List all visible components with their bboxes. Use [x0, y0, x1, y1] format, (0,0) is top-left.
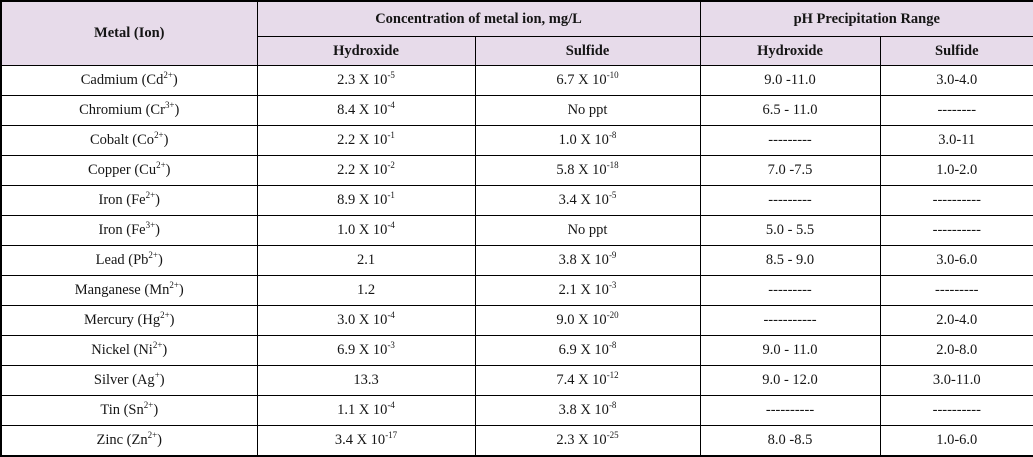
- conc-sulfide-header: Sulfide: [474, 36, 701, 66]
- metal-cell: Copper (Cu2+): [0, 155, 258, 186]
- metal-cell: Lead (Pb2+): [0, 245, 258, 276]
- ph-hydroxide-header: Hydroxide: [699, 36, 881, 66]
- metal-cell: Cadmium (Cd2+): [0, 65, 258, 96]
- conc-hydroxide-cell: 2.3 X 10-5: [256, 65, 476, 96]
- conc-hydroxide-cell: 3.4 X 10-17: [256, 425, 476, 457]
- ph-hydroxide-cell: ---------: [699, 275, 881, 306]
- conc-sulfide-cell: 2.3 X 10-25: [474, 425, 701, 457]
- ph-sulfide-cell: 3.0-4.0: [879, 65, 1033, 96]
- table-row: Lead (Pb2+) 2.1 3.8 X 10-9 8.5 - 9.0 3.0…: [0, 245, 1033, 276]
- table-row: Manganese (Mn2+) 1.2 2.1 X 10-3 --------…: [0, 275, 1033, 306]
- conc-hydroxide-cell: 2.1: [256, 245, 476, 276]
- conc-hydroxide-cell: 1.1 X 10-4: [256, 395, 476, 426]
- metal-cell: Nickel (Ni2+): [0, 335, 258, 366]
- table-row: Chromium (Cr3+) 8.4 X 10-4 No ppt 6.5 - …: [0, 95, 1033, 126]
- metal-cell: Manganese (Mn2+): [0, 275, 258, 306]
- ph-sulfide-header: Sulfide: [879, 36, 1033, 66]
- conc-hydroxide-cell: 2.2 X 10-2: [256, 155, 476, 186]
- table-row: Iron (Fe2+) 8.9 X 10-1 3.4 X 10-5 ------…: [0, 185, 1033, 216]
- ph-hydroxide-cell: 5.0 - 5.5: [699, 215, 881, 246]
- metal-cell: Tin (Sn2+): [0, 395, 258, 426]
- metal-column-header: Metal (Ion): [0, 0, 258, 66]
- ph-sulfide-cell: --------: [879, 95, 1033, 126]
- conc-hydroxide-cell: 1.0 X 10-4: [256, 215, 476, 246]
- conc-sulfide-cell: 6.9 X 10-8: [474, 335, 701, 366]
- conc-sulfide-cell: No ppt: [474, 95, 701, 126]
- ph-hydroxide-cell: -----------: [699, 305, 881, 336]
- table-row: Tin (Sn2+) 1.1 X 10-4 3.8 X 10-8 -------…: [0, 395, 1033, 426]
- ph-sulfide-cell: 3.0-11: [879, 125, 1033, 156]
- table-row: Silver (Ag+) 13.3 7.4 X 10-12 9.0 - 12.0…: [0, 365, 1033, 396]
- ph-sulfide-cell: 2.0-4.0: [879, 305, 1033, 336]
- conc-hydroxide-cell: 3.0 X 10-4: [256, 305, 476, 336]
- ph-sulfide-cell: ----------: [879, 395, 1033, 426]
- conc-sulfide-cell: 5.8 X 10-18: [474, 155, 701, 186]
- table-row: Cobalt (Co2+) 2.2 X 10-1 1.0 X 10-8 ----…: [0, 125, 1033, 156]
- conc-sulfide-cell: 2.1 X 10-3: [474, 275, 701, 306]
- ph-hydroxide-cell: ---------: [699, 125, 881, 156]
- metal-cell: Cobalt (Co2+): [0, 125, 258, 156]
- metal-cell: Zinc (Zn2+): [0, 425, 258, 457]
- conc-sulfide-cell: 3.4 X 10-5: [474, 185, 701, 216]
- table-row: Nickel (Ni2+) 6.9 X 10-3 6.9 X 10-8 9.0 …: [0, 335, 1033, 366]
- table-row: Copper (Cu2+) 2.2 X 10-2 5.8 X 10-18 7.0…: [0, 155, 1033, 186]
- conc-hydroxide-header: Hydroxide: [256, 36, 476, 66]
- ph-sulfide-cell: ---------: [879, 275, 1033, 306]
- conc-hydroxide-cell: 2.2 X 10-1: [256, 125, 476, 156]
- header-group-row: Metal (Ion) Concentration of metal ion, …: [0, 0, 1033, 66]
- conc-hydroxide-cell: 8.9 X 10-1: [256, 185, 476, 216]
- conc-hydroxide-cell: 1.2: [256, 275, 476, 306]
- concentration-group-header: Concentration of metal ion, mg/L: [256, 0, 701, 37]
- table-row: Iron (Fe3+) 1.0 X 10-4 No ppt 5.0 - 5.5 …: [0, 215, 1033, 246]
- ph-group-header: pH Precipitation Range: [699, 0, 1033, 37]
- conc-sulfide-cell: No ppt: [474, 215, 701, 246]
- conc-sulfide-cell: 3.8 X 10-9: [474, 245, 701, 276]
- ph-sulfide-cell: ----------: [879, 185, 1033, 216]
- metal-cell: Iron (Fe2+): [0, 185, 258, 216]
- ph-sulfide-cell: ----------: [879, 215, 1033, 246]
- metal-cell: Chromium (Cr3+): [0, 95, 258, 126]
- ph-hydroxide-cell: 9.0 - 11.0: [699, 335, 881, 366]
- table-row: Cadmium (Cd2+) 2.3 X 10-5 6.7 X 10-10 9.…: [0, 65, 1033, 96]
- metal-cell: Silver (Ag+): [0, 365, 258, 396]
- header-sub-row: Hydroxide Sulfide Hydroxide Sulfide: [1, 36, 1033, 66]
- ph-hydroxide-cell: 6.5 - 11.0: [699, 95, 881, 126]
- ph-sulfide-cell: 3.0-6.0: [879, 245, 1033, 276]
- ph-hydroxide-cell: 9.0 -11.0: [699, 65, 881, 96]
- ph-sulfide-cell: 1.0-6.0: [879, 425, 1033, 457]
- conc-sulfide-cell: 9.0 X 10-20: [474, 305, 701, 336]
- ph-sulfide-cell: 2.0-8.0: [879, 335, 1033, 366]
- metal-cell: Iron (Fe3+): [0, 215, 258, 246]
- conc-sulfide-cell: 1.0 X 10-8: [474, 125, 701, 156]
- ph-hydroxide-cell: 8.5 - 9.0: [699, 245, 881, 276]
- table-body: Cadmium (Cd2+) 2.3 X 10-5 6.7 X 10-10 9.…: [0, 65, 1033, 457]
- conc-hydroxide-cell: 13.3: [256, 365, 476, 396]
- conc-hydroxide-cell: 8.4 X 10-4: [256, 95, 476, 126]
- conc-sulfide-cell: 3.8 X 10-8: [474, 395, 701, 426]
- conc-hydroxide-cell: 6.9 X 10-3: [256, 335, 476, 366]
- conc-sulfide-cell: 6.7 X 10-10: [474, 65, 701, 96]
- ph-sulfide-cell: 3.0-11.0: [879, 365, 1033, 396]
- table-row: Mercury (Hg2+) 3.0 X 10-4 9.0 X 10-20 --…: [0, 305, 1033, 336]
- table-row: Zinc (Zn2+) 3.4 X 10-17 2.3 X 10-25 8.0 …: [0, 425, 1033, 457]
- ph-sulfide-cell: 1.0-2.0: [879, 155, 1033, 186]
- ph-hydroxide-cell: ----------: [699, 395, 881, 426]
- table-header: Metal (Ion) Concentration of metal ion, …: [0, 0, 1033, 66]
- ph-hydroxide-cell: ---------: [699, 185, 881, 216]
- ph-hydroxide-cell: 8.0 -8.5: [699, 425, 881, 457]
- ph-hydroxide-cell: 7.0 -7.5: [699, 155, 881, 186]
- ph-hydroxide-cell: 9.0 - 12.0: [699, 365, 881, 396]
- metal-cell: Mercury (Hg2+): [0, 305, 258, 336]
- conc-sulfide-cell: 7.4 X 10-12: [474, 365, 701, 396]
